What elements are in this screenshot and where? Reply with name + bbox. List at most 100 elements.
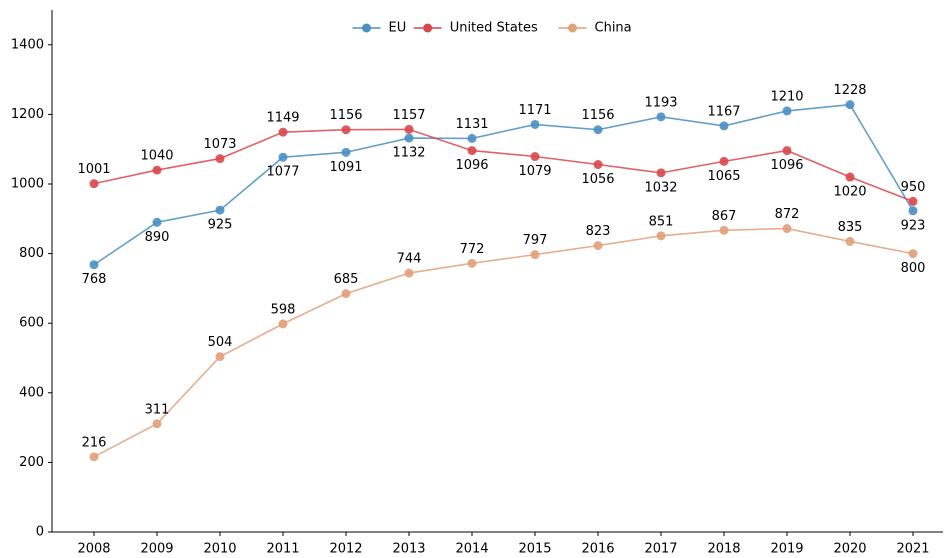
data-label: 950 [901,180,926,195]
data-label: 1001 [77,162,110,177]
marker [89,260,99,270]
data-label: 890 [145,230,170,245]
x-tick-label: 2013 [392,542,425,557]
y-tick-label: 0 [36,525,44,540]
data-label: 685 [334,272,359,287]
data-label: 872 [775,207,800,222]
x-tick-label: 2012 [329,542,362,557]
data-label: 1077 [266,165,299,180]
data-label: 1132 [392,146,425,161]
x-tick-label: 2020 [833,542,866,557]
marker [215,205,225,215]
data-label: 744 [397,252,422,267]
marker [719,156,729,166]
data-label: 867 [712,209,737,224]
marker [404,124,414,134]
data-label: 1171 [518,103,551,118]
marker [908,206,918,216]
marker [215,352,225,362]
legend-marker [362,23,371,33]
marker [467,133,477,143]
marker [782,106,792,116]
data-label: 772 [460,242,485,257]
marker [341,147,351,157]
data-label: 925 [208,218,233,233]
data-label: 216 [82,435,107,450]
data-label: 800 [901,261,926,276]
y-tick-label: 600 [19,316,44,331]
data-label: 1096 [770,158,803,173]
data-label: 1157 [392,108,425,123]
marker [530,250,540,260]
marker [404,268,414,278]
x-tick-label: 2019 [770,542,803,557]
marker [845,172,855,182]
y-tick-label: 400 [19,385,44,400]
marker [845,236,855,246]
marker [908,249,918,259]
marker [215,154,225,164]
marker [467,146,477,156]
y-tick-label: 200 [19,455,44,470]
legend-label: EU [389,21,407,36]
x-tick-label: 2014 [455,542,488,557]
x-tick-label: 2016 [581,542,614,557]
data-label: 1040 [140,149,173,164]
data-label: 823 [586,224,611,239]
data-label: 923 [901,218,926,233]
marker [278,127,288,137]
marker [341,289,351,299]
marker [656,168,666,178]
x-tick-label: 2018 [707,542,740,557]
marker [782,146,792,156]
y-tick-label: 1000 [11,177,44,192]
marker [467,258,477,268]
data-label: 1091 [329,160,362,175]
data-label: 1210 [770,89,803,104]
marker [152,165,162,175]
data-label: 1149 [266,111,299,126]
line [93,128,914,203]
marker [656,231,666,241]
marker [530,152,540,162]
data-label: 1032 [644,180,677,195]
data-label: 1193 [644,95,677,110]
marker [278,152,288,162]
marker [845,100,855,110]
marker [530,119,540,129]
marker [89,452,99,462]
data-label: 1073 [203,137,236,152]
x-tick-label: 2011 [266,542,299,557]
data-label: 851 [649,214,674,229]
marker [908,196,918,206]
marker [89,179,99,189]
data-label: 1020 [833,185,866,200]
x-tick-label: 2010 [203,542,236,557]
data-label: 768 [82,272,107,287]
data-label: 1156 [581,108,614,123]
marker [593,125,603,135]
line [93,103,914,266]
data-label: 1156 [329,108,362,123]
x-tick-label: 2008 [77,542,110,557]
data-label: 1056 [581,172,614,187]
data-label: 1167 [707,104,740,119]
y-tick-label: 1200 [11,107,44,122]
marker [152,217,162,227]
y-tick-label: 800 [19,246,44,261]
marker [404,133,414,143]
legend-marker [568,23,577,33]
data-label: 1131 [455,117,488,132]
legend-label: United States [450,21,538,36]
marker [656,112,666,122]
marker [341,125,351,135]
data-label: 1065 [707,169,740,184]
legend-label: China [595,21,632,36]
x-tick-label: 2017 [644,542,677,557]
x-tick-label: 2015 [518,542,551,557]
marker [152,419,162,429]
marker [782,224,792,234]
x-tick-label: 2009 [140,542,173,557]
line [93,227,914,458]
